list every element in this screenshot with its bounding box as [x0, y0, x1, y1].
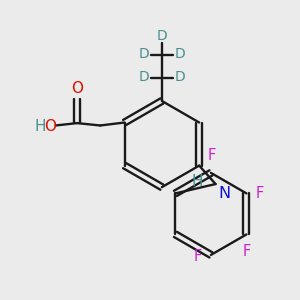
Text: F: F: [207, 148, 216, 164]
Text: H: H: [192, 174, 203, 189]
Text: D: D: [139, 70, 149, 84]
Text: F: F: [194, 249, 202, 264]
Text: N: N: [218, 185, 230, 200]
Text: F: F: [243, 244, 251, 259]
Text: H: H: [34, 118, 46, 134]
Text: D: D: [139, 47, 149, 61]
Text: F: F: [256, 186, 264, 201]
Text: D: D: [174, 47, 185, 61]
Text: O: O: [72, 81, 84, 96]
Text: D: D: [174, 70, 185, 84]
Text: D: D: [157, 29, 167, 43]
Text: O: O: [44, 118, 56, 134]
